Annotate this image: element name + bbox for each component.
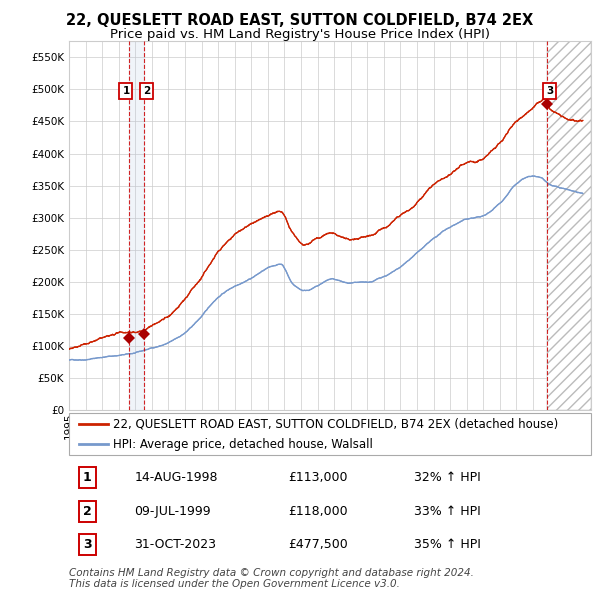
Text: 2: 2: [143, 86, 151, 96]
Text: 31-OCT-2023: 31-OCT-2023: [134, 538, 216, 551]
Text: 32% ↑ HPI: 32% ↑ HPI: [413, 471, 480, 484]
Text: 1: 1: [122, 86, 130, 96]
Text: 35% ↑ HPI: 35% ↑ HPI: [413, 538, 481, 551]
Text: 3: 3: [546, 86, 553, 96]
Text: This data is licensed under the Open Government Licence v3.0.: This data is licensed under the Open Gov…: [69, 579, 400, 589]
Text: 33% ↑ HPI: 33% ↑ HPI: [413, 504, 480, 518]
Text: £477,500: £477,500: [288, 538, 348, 551]
Text: Contains HM Land Registry data © Crown copyright and database right 2024.: Contains HM Land Registry data © Crown c…: [69, 568, 474, 578]
Text: £113,000: £113,000: [288, 471, 348, 484]
Text: HPI: Average price, detached house, Walsall: HPI: Average price, detached house, Wals…: [113, 438, 373, 451]
Text: Price paid vs. HM Land Registry's House Price Index (HPI): Price paid vs. HM Land Registry's House …: [110, 28, 490, 41]
Text: 22, QUESLETT ROAD EAST, SUTTON COLDFIELD, B74 2EX (detached house): 22, QUESLETT ROAD EAST, SUTTON COLDFIELD…: [113, 418, 559, 431]
Bar: [129, 41, 144, 410]
Bar: [547, 41, 555, 410]
FancyBboxPatch shape: [69, 413, 591, 455]
Text: 14-AUG-1998: 14-AUG-1998: [134, 471, 218, 484]
Text: 09-JUL-1999: 09-JUL-1999: [134, 504, 211, 518]
Text: 1: 1: [83, 471, 92, 484]
Text: £118,000: £118,000: [288, 504, 348, 518]
Text: 22, QUESLETT ROAD EAST, SUTTON COLDFIELD, B74 2EX: 22, QUESLETT ROAD EAST, SUTTON COLDFIELD…: [67, 13, 533, 28]
Bar: [547, 41, 591, 410]
Text: 2: 2: [83, 504, 92, 518]
Bar: [547, 41, 591, 410]
Text: 3: 3: [83, 538, 92, 551]
